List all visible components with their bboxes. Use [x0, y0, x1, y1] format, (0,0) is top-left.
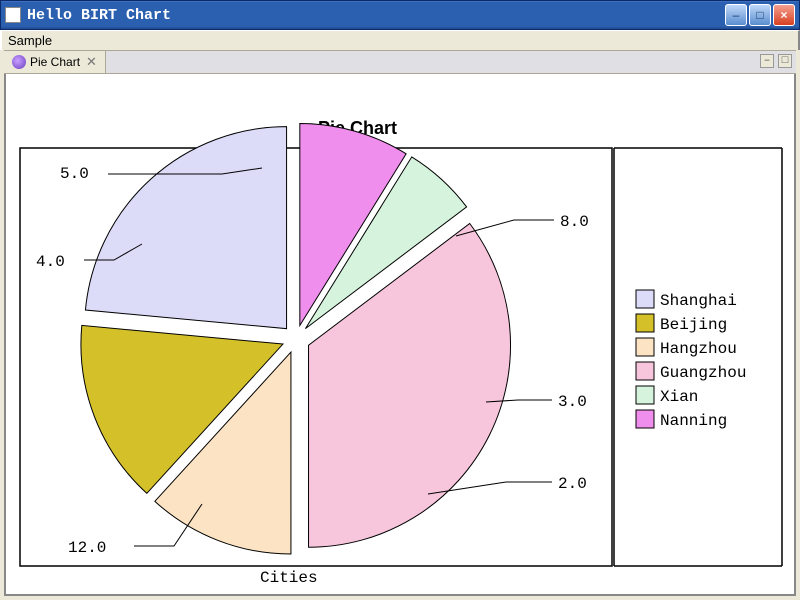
legend-label: Guangzhou	[660, 364, 746, 382]
chart-viewport: Pie ChartCities8.05.04.012.02.03.0Shangh…	[4, 74, 796, 596]
tab-strip: Pie Chart ✕ – □	[4, 50, 796, 74]
maximize-button[interactable]: □	[749, 4, 771, 26]
callout-label: 8.0	[560, 213, 589, 231]
menu-item-sample[interactable]: Sample	[8, 33, 52, 48]
window-controls: – □ ×	[725, 4, 795, 26]
legend-swatch	[636, 362, 654, 380]
window-title: Hello BIRT Chart	[27, 7, 725, 24]
legend-label: Hangzhou	[660, 340, 737, 358]
legend-swatch	[636, 410, 654, 428]
close-button[interactable]: ×	[773, 4, 795, 26]
maximize-view-icon[interactable]: □	[778, 54, 792, 68]
legend-swatch	[636, 314, 654, 332]
legend-label: Xian	[660, 388, 698, 406]
legend-label: Shanghai	[660, 292, 737, 310]
callout-label: 12.0	[68, 539, 106, 557]
tab-strip-controls: – □	[760, 54, 792, 68]
tab-close-icon[interactable]: ✕	[86, 54, 97, 70]
minimize-button[interactable]: –	[725, 4, 747, 26]
tab-label: Pie Chart	[30, 55, 80, 69]
chart-axis-label: Cities	[260, 569, 318, 587]
legend-label: Beijing	[660, 316, 727, 334]
legend-swatch	[636, 386, 654, 404]
callout-label: 4.0	[36, 253, 65, 271]
tab-pie-chart[interactable]: Pie Chart ✕	[4, 51, 106, 73]
minimize-view-icon[interactable]: –	[760, 54, 774, 68]
app-icon	[5, 7, 21, 23]
callout-label: 5.0	[60, 165, 89, 183]
callout-label: 3.0	[558, 393, 587, 411]
menu-bar: Sample	[0, 30, 800, 50]
pie-slice	[309, 224, 511, 548]
legend-label: Nanning	[660, 412, 727, 430]
pie-chart-svg: Pie ChartCities8.05.04.012.02.03.0Shangh…	[6, 74, 794, 594]
legend-swatch	[636, 290, 654, 308]
legend-swatch	[636, 338, 654, 356]
pie-slice	[85, 127, 286, 329]
window-titlebar: Hello BIRT Chart – □ ×	[0, 0, 800, 30]
callout-label: 2.0	[558, 475, 587, 493]
pie-chart-icon	[12, 55, 26, 69]
